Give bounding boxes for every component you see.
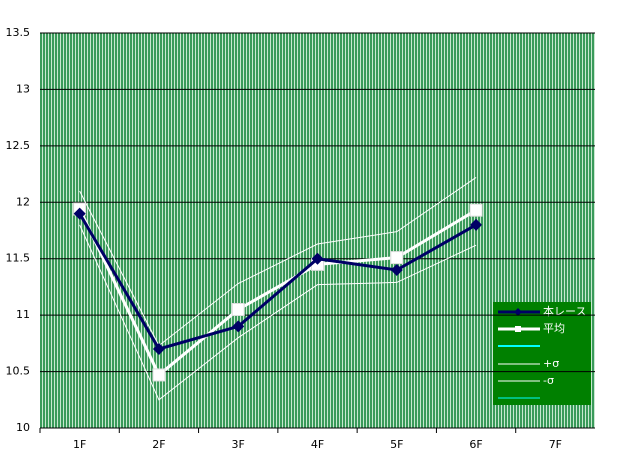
y-tick-label: 13 [16,82,30,95]
x-tick-label: 4F [311,438,324,451]
x-tick-label: 5F [390,438,403,451]
marker [232,320,245,333]
y-tick-label: 10 [16,421,30,434]
y-tick-label: 11.5 [6,252,31,265]
x-tick-label: 3F [232,438,245,451]
legend-label: 平均 [543,322,565,335]
marker [231,303,245,316]
marker [73,207,86,220]
series-line [79,224,477,401]
y-tick-label: 10.5 [6,365,31,378]
marker [469,203,483,217]
x-tick-label: 2F [152,438,165,451]
marker [152,368,166,382]
y-tick-label: 12 [16,195,30,208]
legend-marker [515,326,521,332]
y-tick-label: 12.5 [6,139,31,152]
marker [311,252,324,265]
series-line [79,177,477,347]
legend-marker [514,308,522,316]
x-tick-label: 6F [469,438,482,451]
x-tick-label: 1F [73,438,86,451]
legend-label: 本レース [543,304,586,318]
marker [470,218,483,231]
marker [390,264,403,276]
x-tick-label: 7F [549,438,562,451]
marker [152,343,165,355]
series-line [78,212,477,351]
marker [390,251,404,265]
legend-label: +σ [543,357,559,370]
legend-label: -σ [543,374,554,387]
y-tick-label: 11 [16,308,30,321]
y-tick-label: 13.5 [6,26,31,39]
series-line [78,208,477,378]
